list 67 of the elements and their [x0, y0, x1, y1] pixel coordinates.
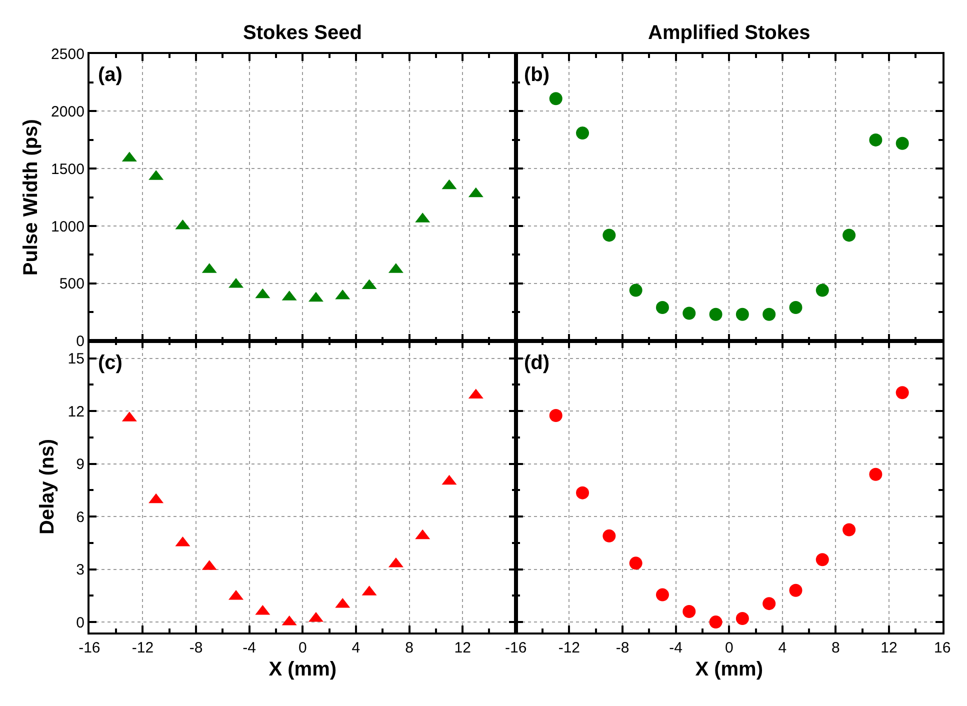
point [602, 228, 616, 242]
chart-title: Stokes Seed [243, 22, 362, 44]
point [602, 529, 616, 542]
x-tick-label: 0 [298, 640, 307, 657]
point [709, 616, 722, 629]
point [762, 597, 776, 610]
point [629, 284, 642, 297]
point [896, 136, 909, 150]
x-tick-label: -12 [132, 640, 154, 657]
annotation: (d) [524, 352, 550, 374]
y-axis-title: Pulse Width (ps) [20, 119, 42, 276]
x-tick-label: -12 [558, 640, 580, 657]
point [842, 523, 856, 536]
point [789, 301, 802, 314]
point [736, 308, 749, 321]
point [576, 486, 590, 500]
y-tick-label: 6 [76, 508, 84, 526]
point [656, 588, 669, 602]
x-tick-label: -8 [616, 640, 630, 657]
chart-title: Amplified Stokes [648, 22, 810, 44]
x-tick-label: -4 [669, 640, 682, 657]
y-tick-label: 0 [76, 333, 84, 350]
y-tick-label: 2000 [51, 104, 84, 120]
y-tick-label: 2500 [51, 46, 84, 64]
y-tick-label: 1000 [51, 218, 84, 236]
x-tick-label: 4 [778, 640, 787, 657]
point [576, 126, 590, 140]
x-tick-label: 12 [880, 640, 898, 657]
point [869, 468, 882, 481]
x-tick-label: -4 [242, 640, 256, 657]
x-axis-title: X (mm) [268, 658, 337, 681]
annotation: (a) [98, 64, 122, 86]
point [682, 306, 696, 320]
point [896, 386, 909, 400]
y-tick-label: 9 [76, 456, 84, 474]
y-tick-label: 500 [59, 276, 84, 293]
point [549, 409, 562, 422]
x-tick-label: -16 [78, 640, 100, 657]
x-tick-label: -8 [189, 640, 203, 657]
annotation: (c) [98, 352, 122, 374]
x-tick-label: -16 [505, 640, 527, 657]
annotation: (b) [524, 64, 550, 86]
point [762, 308, 776, 321]
y-tick-label: 12 [68, 403, 84, 420]
x-tick-label: 8 [405, 640, 414, 657]
point [789, 584, 802, 597]
x-tick-label: 4 [352, 640, 360, 657]
x-axis-title: X (mm) [695, 658, 764, 681]
x-tick-label: 8 [832, 640, 840, 657]
y-tick-label: 0 [76, 614, 84, 632]
point [549, 92, 562, 106]
x-tick-label: 12 [454, 640, 471, 657]
x-tick-label: 0 [724, 640, 734, 657]
point [629, 556, 642, 570]
y-tick-label: 3 [76, 562, 84, 579]
point [869, 133, 882, 146]
point [682, 605, 696, 618]
y-axis-title: Delay (ns) [36, 438, 59, 534]
point [816, 553, 829, 566]
point [816, 284, 829, 297]
point [736, 612, 749, 626]
point [709, 308, 722, 321]
x-tick-label: 16 [934, 640, 951, 657]
point [656, 301, 669, 314]
y-tick-label: 15 [68, 350, 84, 368]
y-tick-label: 1500 [51, 160, 84, 178]
point [842, 228, 856, 242]
